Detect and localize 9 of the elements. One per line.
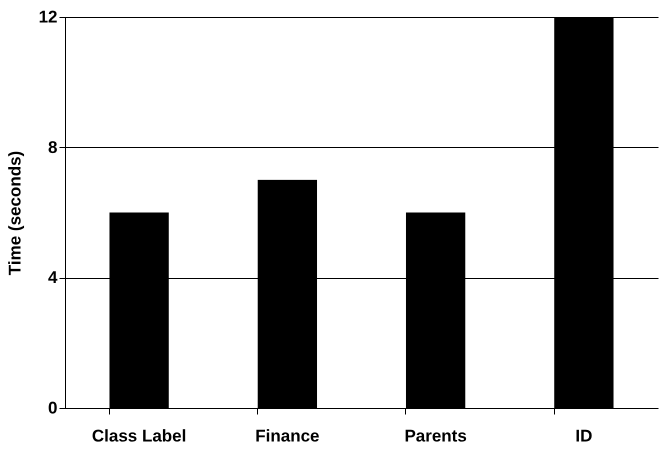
x-tick-label: ID xyxy=(575,426,592,446)
y-tick-label: 8 xyxy=(48,138,58,157)
y-tick-label: 4 xyxy=(48,268,58,288)
x-tick-label: Parents xyxy=(404,426,467,446)
x-tick-label: Finance xyxy=(255,426,320,446)
x-tick-label: Class Label xyxy=(92,426,186,446)
y-tick-label: 12 xyxy=(38,8,58,26)
y-tick-label: 0 xyxy=(48,398,58,418)
y-axis-title: Time (seconds) xyxy=(6,150,25,276)
